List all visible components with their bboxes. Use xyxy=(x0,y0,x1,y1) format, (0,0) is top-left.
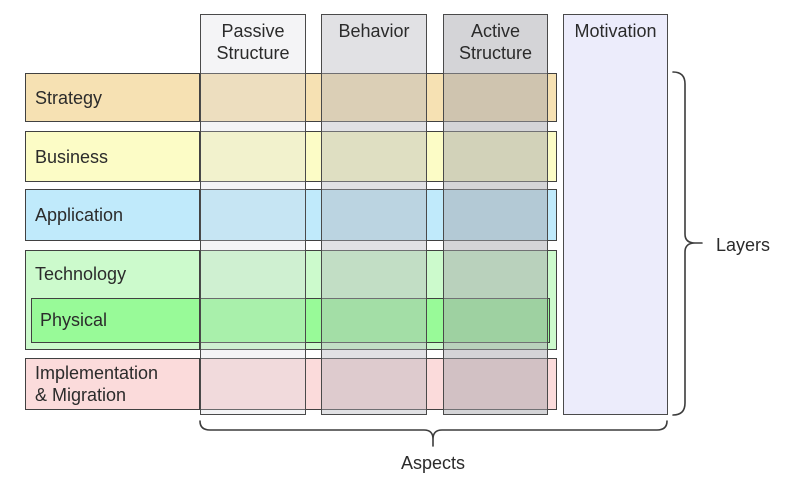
column-header-motivation: Motivation xyxy=(574,21,657,41)
row-label-box-technology: Technology xyxy=(25,250,200,350)
aspects-label: Aspects xyxy=(400,453,466,473)
row-band-implementation-migration xyxy=(25,358,557,410)
row-band-application xyxy=(25,189,557,241)
row-label-box-business: Business xyxy=(25,131,200,182)
row-label-box-strategy: Strategy xyxy=(25,73,200,122)
column-header-active-structure: Active Structure xyxy=(458,21,533,63)
layers-label: Layers xyxy=(716,235,771,255)
aspects-bracket xyxy=(199,420,668,447)
row-label-box-implementation-migration: Implementation & Migration xyxy=(25,358,200,410)
row-label-business: Business xyxy=(35,146,109,167)
row-label-application: Application xyxy=(35,205,124,225)
row-band-physical: Physical xyxy=(31,298,550,343)
column-motivation: Motivation xyxy=(563,14,668,415)
layers-bracket xyxy=(672,71,703,416)
column-passive-structure: Passive Structure xyxy=(200,14,306,415)
row-label-physical: Physical xyxy=(40,310,108,330)
row-label-technology: Technology xyxy=(35,264,127,284)
column-header-passive-structure: Passive Structure xyxy=(216,21,290,63)
row-band-business xyxy=(25,131,557,182)
row-label-box-application: Application xyxy=(25,189,200,241)
column-active-structure: Active Structure xyxy=(443,14,548,415)
row-label-strategy: Strategy xyxy=(35,87,103,108)
row-band-strategy xyxy=(25,73,557,122)
row-label-implementation-migration: Implementation & Migration xyxy=(35,363,159,405)
column-behavior: Behavior xyxy=(321,14,427,415)
column-header-behavior: Behavior xyxy=(338,21,410,41)
